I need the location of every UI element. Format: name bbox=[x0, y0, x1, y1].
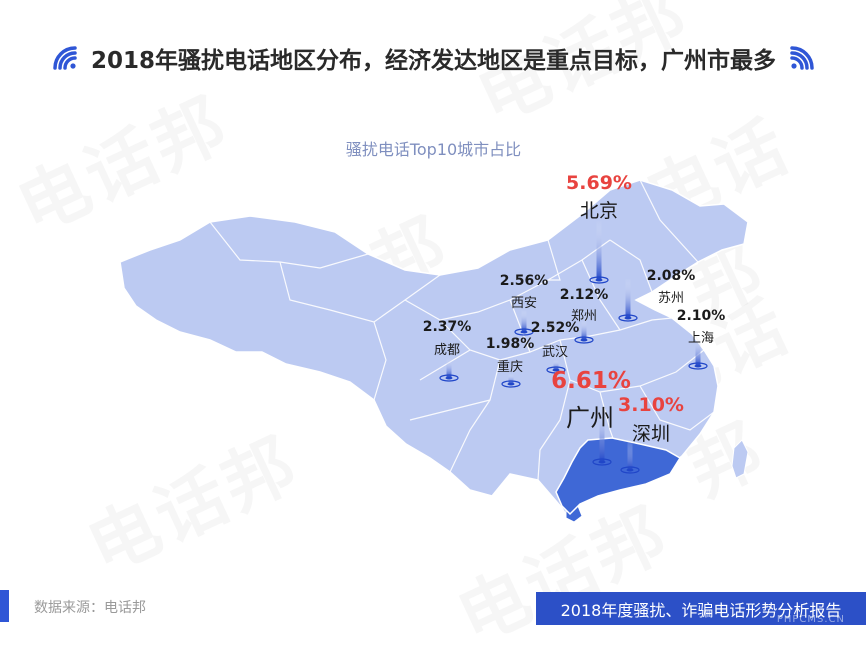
chart-subtitle: 骚扰电话Top10城市占比 bbox=[345, 140, 522, 159]
taiwan-island bbox=[731, 439, 749, 479]
location-pin-icon bbox=[501, 374, 521, 388]
city-pct-chongqing: 1.98% bbox=[485, 336, 535, 352]
report-title-box: 2018年度骚扰、诈骗电话形势分析报告 bbox=[536, 592, 866, 625]
guangdong-region bbox=[555, 437, 682, 516]
report-title: 2018年度骚扰、诈骗电话形势分析报告 bbox=[560, 600, 842, 620]
city-pct-shenzhen: 3.10% bbox=[618, 394, 684, 416]
location-pin-icon bbox=[589, 220, 609, 284]
page-title: 2018年骚扰电话地区分布，经济发达地区是重点目标，广州市最多 bbox=[90, 48, 776, 74]
city-pct-zhengzhou: 2.12% bbox=[559, 287, 609, 303]
data-source: 数据来源：电话邦 bbox=[34, 600, 146, 616]
city-name-beijing: 北京 bbox=[579, 200, 619, 222]
city-pins bbox=[439, 220, 708, 474]
city-name-suzhou: 苏州 bbox=[657, 291, 685, 306]
city-pct-suzhou: 2.08% bbox=[646, 268, 696, 284]
city-name-xian: 西安 bbox=[510, 296, 538, 311]
city-name-shenzhen: 深圳 bbox=[631, 423, 671, 445]
location-pin-icon bbox=[688, 336, 708, 370]
city-name-chengdu: 成都 bbox=[433, 343, 461, 358]
location-pin-icon bbox=[546, 360, 566, 374]
city-name-guangzhou: 广州 bbox=[566, 404, 614, 432]
city-name-shanghai: 上海 bbox=[687, 331, 715, 346]
footer-accent-bar bbox=[0, 590, 9, 622]
corner-watermark: PHPCMS.CN bbox=[776, 614, 845, 625]
location-pin-icon bbox=[574, 320, 594, 344]
china-outline bbox=[119, 179, 749, 520]
city-name-zhengzhou: 郑州 bbox=[570, 309, 598, 324]
city-pct-shanghai: 2.10% bbox=[676, 308, 726, 324]
city-name-chongqing: 重庆 bbox=[496, 360, 524, 375]
location-pin-icon bbox=[439, 358, 459, 382]
city-pct-xian: 2.56% bbox=[499, 273, 549, 289]
location-pin-icon bbox=[514, 310, 534, 336]
location-pin-icon bbox=[620, 438, 640, 474]
location-pin-icon bbox=[592, 402, 612, 466]
city-pct-guangzhou: 6.61% bbox=[551, 368, 631, 394]
signal-right-icon bbox=[790, 46, 814, 70]
china-map bbox=[119, 179, 749, 523]
city-name-wuhan: 武汉 bbox=[541, 345, 569, 360]
city-pct-chengdu: 2.37% bbox=[422, 319, 472, 335]
location-pin-icon bbox=[618, 278, 638, 322]
city-pct-wuhan: 2.52% bbox=[530, 320, 580, 336]
signal-left-icon bbox=[53, 46, 77, 70]
page-header: 2018年骚扰电话地区分布，经济发达地区是重点目标，广州市最多 bbox=[0, 38, 867, 78]
city-pct-beijing: 5.69% bbox=[566, 172, 632, 194]
